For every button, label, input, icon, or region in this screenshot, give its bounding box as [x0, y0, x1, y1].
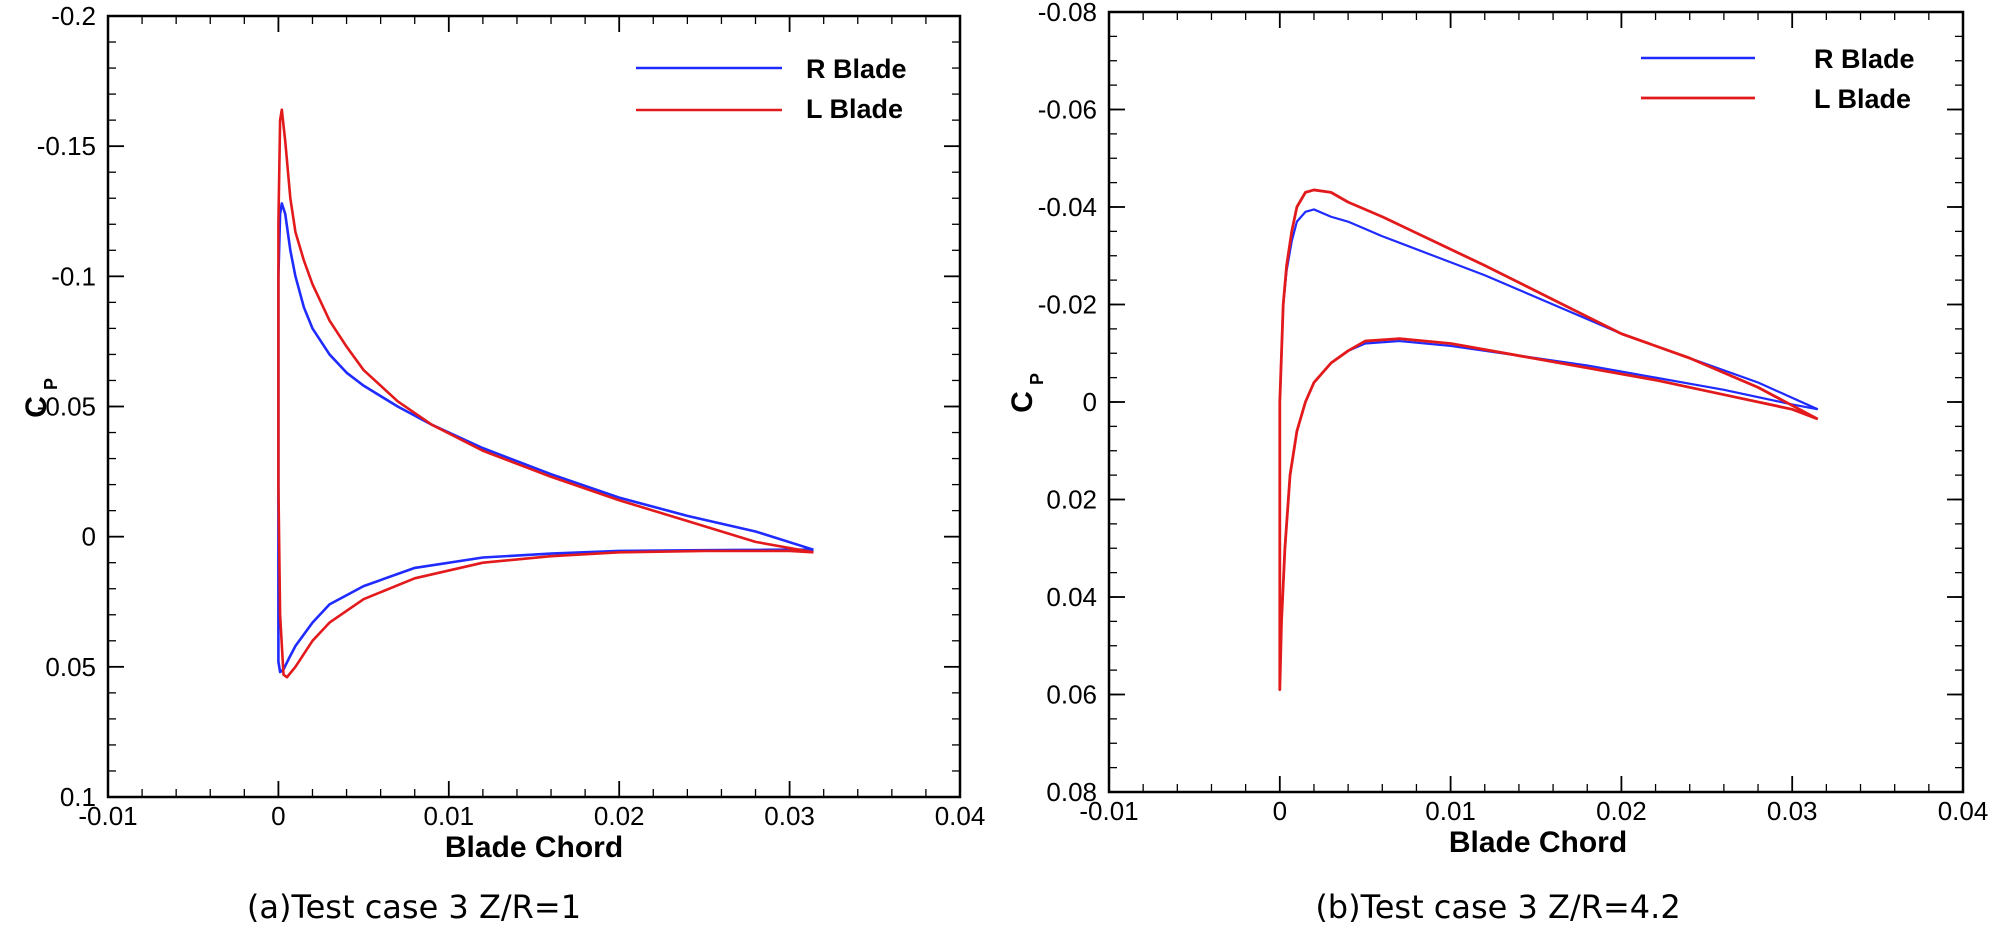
y-axis-title-main-right: C: [1006, 391, 1039, 413]
y-tick-label: 0.05: [45, 652, 96, 682]
plot-frame-right: [1107, 10, 1965, 794]
plot-area-right: [1278, 188, 1819, 692]
plot-frame-left: [106, 14, 962, 799]
y-tick-label: -0.06: [1038, 95, 1097, 125]
panel-right: -0.01 0 0.01 0.02 0.03 0.04 -0.08 -0.06 -0.04 -0.…: [1006, 0, 1988, 926]
major-ticks-left: [107, 15, 961, 798]
caption-right: (b)Test case 3 Z/R=4.2: [1315, 888, 1680, 926]
y-tick-label: -0.05: [37, 392, 96, 422]
x-tick-label: 0.01: [423, 801, 474, 831]
x-tick-label: -0.01: [78, 801, 137, 831]
legend-label-l-blade-left: L Blade: [806, 94, 903, 124]
x-tick-label: -0.01: [1079, 796, 1138, 826]
y-tick-label: -0.04: [1038, 192, 1097, 222]
x-tick-label: 0.04: [935, 801, 986, 831]
y-tick-label: 0.1: [60, 782, 96, 812]
y-axis-title-sub-left: P: [41, 378, 61, 390]
y-axis-title-right: C P: [1006, 373, 1047, 413]
x-tick-label: 0.03: [1767, 796, 1818, 826]
y-tick-label: -0.2: [51, 1, 96, 31]
legend-label-r-blade-right: R Blade: [1814, 44, 1915, 74]
y-axis-title-main-left: C: [20, 396, 53, 418]
x-tick-label: 0: [1273, 796, 1287, 826]
minor-ticks-left: [107, 15, 961, 798]
x-tick-label: 0.03: [764, 801, 815, 831]
line-l-blade-left: [277, 108, 814, 679]
y-tick-label: 0: [1083, 387, 1097, 417]
legend-label-r-blade-left: R Blade: [806, 54, 907, 84]
y-tick-label: -0.02: [1038, 290, 1097, 320]
y-tick-label: -0.1: [51, 261, 96, 291]
minor-ticks-right: [1108, 11, 1964, 793]
x-axis-title-right: Blade Chord: [1449, 826, 1627, 859]
x-tick-label: 0.02: [594, 801, 645, 831]
legend-left: R Blade L Blade: [636, 54, 907, 124]
x-tick-label: 0.02: [1596, 796, 1647, 826]
caption-left: (a)Test case 3 Z/R=1: [247, 888, 581, 926]
y-axis-title-left: C P: [20, 378, 61, 418]
legend-right: R Blade L Blade: [1641, 44, 1915, 114]
y-tick-label: 0.04: [1046, 582, 1097, 612]
legend-label-l-blade-right: L Blade: [1814, 84, 1911, 114]
y-tick-label: 0.02: [1046, 485, 1097, 515]
y-tick-label: 0.08: [1046, 777, 1097, 807]
y-tick-label: -0.15: [37, 131, 96, 161]
y-tick-label: -0.08: [1038, 0, 1097, 27]
x-tick-label: 0.01: [1425, 796, 1476, 826]
line-l-blade-right: [1278, 188, 1819, 692]
major-ticks-right: [1108, 11, 1964, 793]
panel-left: -0.01 0 0.01 0.02 0.03 0.04 -0.2 -0.15 -0.1 -0.05…: [20, 1, 985, 926]
y-tick-label: 0: [82, 522, 96, 552]
tick-labels-left: -0.01 0 0.01 0.02 0.03 0.04 -0.2 -0.15 -0.1 -0.05…: [37, 1, 986, 831]
y-axis-title-sub-right: P: [1027, 373, 1047, 385]
plot-area-left: [277, 108, 814, 679]
tick-labels-right: -0.01 0 0.01 0.02 0.03 0.04 -0.08 -0.06 -0.04 -0.…: [1038, 0, 1989, 826]
x-axis-title-left: Blade Chord: [445, 831, 623, 864]
x-tick-label: 0: [271, 801, 285, 831]
x-tick-label: 0.04: [1938, 796, 1989, 826]
line-r-blade-right: [1278, 208, 1819, 681]
y-tick-label: 0.06: [1046, 680, 1097, 710]
